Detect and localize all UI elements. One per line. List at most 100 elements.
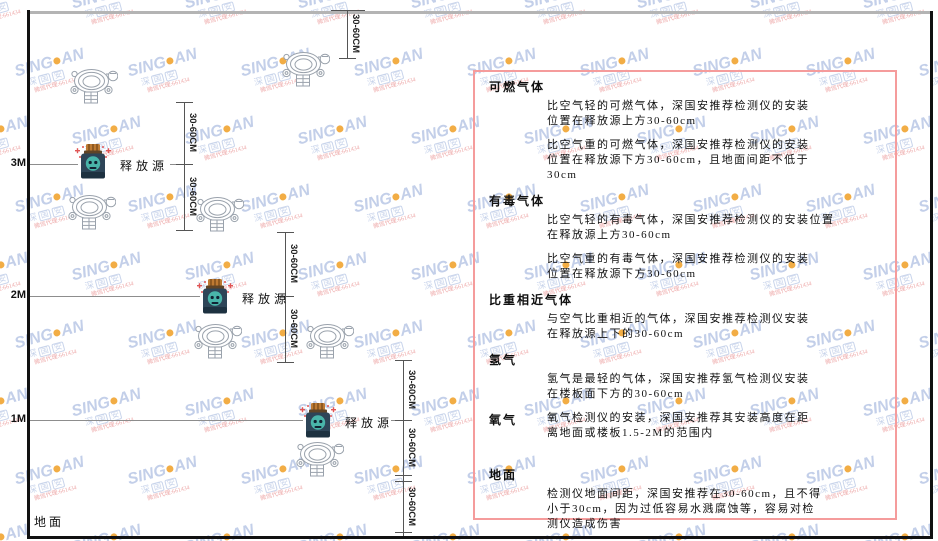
panel-section-5: 地面 检测仪地面间距，深国安推荐在30-60cm，且不得 小于30cm，因为过低容易… bbox=[489, 466, 881, 532]
watermark-sub-text: 深国安 bbox=[84, 401, 154, 429]
paragraph-line: 测仪造成伤害 bbox=[547, 518, 622, 530]
watermark-dot-icon bbox=[335, 124, 345, 133]
watermark-boxed-char: 安 bbox=[51, 341, 66, 354]
section-paragraph: 检测仪地面间距，深国安推荐在30-60cm，且不得 小于30cm，因为过低容易水溅… bbox=[547, 487, 881, 532]
watermark-boxed-char: 安 bbox=[390, 341, 405, 354]
watermark-boxed-char: 国 bbox=[320, 276, 335, 290]
gas-detector bbox=[282, 50, 331, 93]
section-paragraph: 比空气轻的有毒气体，深国安推荐检测仪的安装位置 在释放源上方30-60cm bbox=[547, 213, 881, 243]
watermark-dot-icon bbox=[730, 56, 740, 65]
watermark-contact-text: 微信代理:661434 bbox=[33, 349, 78, 367]
watermark-boxed-char: 安 bbox=[899, 137, 914, 150]
panel-section-4: 氧气 氧气检测仪的安装，深国安推荐其安装高度在距 离地面或楼板1.5-2M的范围内 bbox=[489, 411, 881, 450]
section-paragraph: 比空气重的有毒气体，深国安推荐检测仪的安装 位置在释放源下方30-60cm bbox=[547, 252, 881, 282]
section-body: 氢气是最轻的气体，深国安推荐氢气检测仪安装 在楼板面下方的30-60cm bbox=[489, 372, 881, 402]
dim-line bbox=[403, 360, 404, 536]
watermark-dot-icon bbox=[52, 328, 62, 337]
dim-tick bbox=[339, 58, 356, 59]
paragraph-line: 比空气重的可燃气体，深国安推荐检测仪的安装 bbox=[547, 139, 810, 151]
gas-detector bbox=[68, 193, 117, 236]
watermark-dot-icon bbox=[448, 260, 458, 269]
watermark-sub-text: 深国安 bbox=[0, 129, 41, 157]
watermark-dot-icon bbox=[843, 56, 853, 65]
watermark-boxed-char: 安 bbox=[221, 137, 236, 150]
watermark-dot-icon bbox=[0, 396, 6, 405]
paragraph-line: 检测仪地面间距，深国安推荐在30-60cm，且不得 bbox=[547, 488, 822, 500]
watermark-boxed-char: 国 bbox=[263, 208, 278, 222]
watermark-boxed-char: 国 bbox=[376, 72, 391, 86]
dim-tick bbox=[277, 296, 294, 297]
panel-section-1: 有毒气体 比空气轻的有毒气体，深国安推荐检测仪的安装位置 在释放源上方30-60cm… bbox=[489, 192, 881, 282]
watermark-sub-text: 深国安 bbox=[140, 469, 210, 497]
right-wall-line bbox=[930, 11, 933, 539]
watermark-dot-icon bbox=[165, 464, 175, 473]
watermark-boxed-char: 安 bbox=[164, 69, 179, 82]
watermark-boxed-char: 安 bbox=[899, 409, 914, 422]
height-line-3m bbox=[30, 164, 78, 165]
dim-tick bbox=[176, 164, 193, 165]
watermark-boxed-char: 国 bbox=[376, 344, 391, 358]
dim-tick bbox=[395, 475, 412, 476]
gas-detector bbox=[306, 322, 355, 365]
height-mark-1m: 1M bbox=[10, 413, 26, 425]
watermark-sub-text: 深国安 bbox=[366, 469, 436, 497]
paragraph-line: 30cm bbox=[547, 169, 578, 181]
watermark-boxed-char: 国 bbox=[150, 480, 165, 494]
release-source-icon bbox=[197, 279, 233, 314]
watermark-boxed-char: 国 bbox=[150, 208, 165, 222]
watermark-dot-icon bbox=[109, 124, 119, 133]
dim-tick bbox=[395, 360, 412, 361]
paragraph-line: 比空气轻的有毒气体，深国安推荐检测仪的安装位置 bbox=[547, 214, 835, 226]
dimension-label: 30-60CM bbox=[288, 309, 299, 349]
watermark-dot-icon bbox=[222, 124, 232, 133]
watermark-sub-text: 深国安 bbox=[84, 265, 154, 293]
gas-detector-icon bbox=[306, 324, 355, 359]
left-wall-line bbox=[27, 10, 30, 539]
section-body: 检测仪地面间距，深国安推荐在30-60cm，且不得 小于30cm，因为过低容易水溅… bbox=[489, 487, 881, 532]
watermark-contact-text: 微信代理:661434 bbox=[146, 485, 191, 503]
height-mark-2m: 2M bbox=[10, 289, 26, 301]
watermark-boxed-char: 安 bbox=[390, 205, 405, 218]
watermark-dot-icon bbox=[900, 260, 910, 269]
watermark-contact-text: 微信代理:661434 bbox=[259, 213, 304, 231]
panel-section-2: 比重相近气体 与空气比重相近的气体，深国安推荐检测仪安装 在释放源上下的30-60c… bbox=[489, 291, 881, 342]
watermark-boxed-char: 国 bbox=[433, 140, 448, 154]
watermark-dot-icon bbox=[52, 192, 62, 201]
watermark-boxed-char: 安 bbox=[334, 273, 349, 286]
watermark-boxed-char: 国 bbox=[150, 344, 165, 358]
paragraph-line: 在楼板面下方的30-60cm bbox=[547, 388, 685, 400]
gas-detector-icon bbox=[68, 195, 117, 230]
paragraph-line: 离地面或楼板1.5-2M的范围内 bbox=[547, 427, 714, 439]
panel-section-0: 可燃气体 比空气轻的可燃气体，深国安推荐检测仪的安装 位置在释放源上方30-60cm… bbox=[489, 78, 881, 183]
paragraph-line: 在释放源上方30-60cm bbox=[547, 229, 672, 241]
watermark-contact-text: 微信代理:661434 bbox=[655, 9, 700, 27]
watermark-contact-text: 微信代理:661434 bbox=[90, 9, 135, 27]
watermark-dot-icon bbox=[335, 260, 345, 269]
release-source bbox=[299, 402, 337, 447]
watermark-sub-text: 深国安 bbox=[366, 61, 436, 89]
height-line-2m bbox=[30, 296, 200, 297]
ceiling-line bbox=[27, 11, 933, 14]
dim-tick bbox=[331, 10, 365, 11]
watermark-dot-icon bbox=[900, 124, 910, 133]
dim-tick bbox=[277, 362, 294, 363]
dim-tick bbox=[395, 481, 412, 482]
watermark-contact-text: 微信代理:661434 bbox=[316, 281, 361, 299]
gas-detector-icon bbox=[194, 324, 243, 359]
